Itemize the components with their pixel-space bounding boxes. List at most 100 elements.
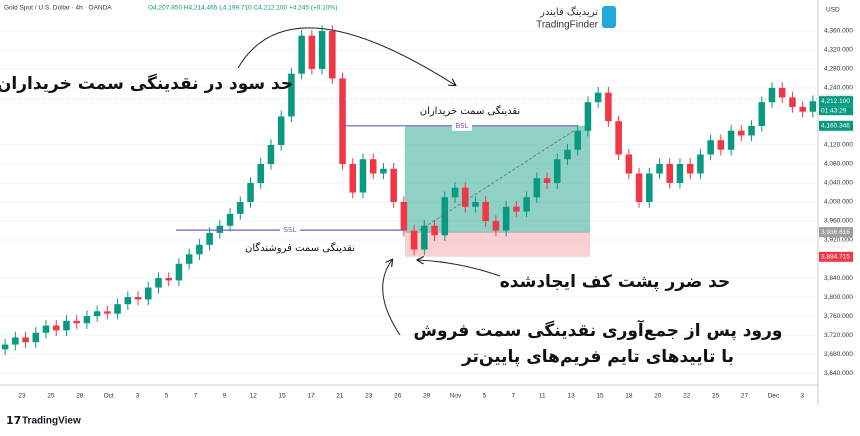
candle-body <box>697 154 704 174</box>
y-tick-label: 3,960.000 <box>824 218 853 225</box>
price-axis-bg <box>818 0 860 436</box>
candle-body <box>226 213 234 226</box>
candle <box>502 201 510 237</box>
candle-body <box>431 225 438 236</box>
candle-body <box>73 320 80 324</box>
logo: تریدینگ فایندر TradingFinder <box>536 6 616 31</box>
y-tick-label: 4,320.000 <box>824 47 853 54</box>
candle-body <box>686 163 694 174</box>
candle <box>574 125 581 156</box>
candle-body <box>451 187 459 198</box>
candle <box>63 315 70 337</box>
candle <box>523 191 530 218</box>
candle-body <box>32 332 40 343</box>
price-tag-label: 4,160.346 <box>821 123 850 130</box>
candle-body <box>666 163 674 183</box>
candle-body <box>635 173 643 203</box>
candle-body <box>155 278 162 288</box>
candle <box>93 305 101 322</box>
candle <box>22 331 29 348</box>
candle-body <box>605 92 612 122</box>
candle-body <box>63 320 70 331</box>
candle <box>134 291 142 306</box>
candle <box>247 177 254 208</box>
candle-body <box>492 221 500 231</box>
candle-body <box>83 316 91 324</box>
candle <box>298 29 305 80</box>
candle <box>451 182 459 203</box>
x-tick-label: 7 <box>194 393 198 400</box>
candle-body <box>502 206 510 231</box>
candle-body <box>42 325 50 333</box>
candle <box>359 153 367 199</box>
candle <box>789 91 796 113</box>
candle <box>513 201 520 218</box>
candle-body <box>738 130 745 136</box>
candle <box>594 86 602 108</box>
candle-body <box>676 163 684 183</box>
candle-body <box>277 116 285 145</box>
candle <box>635 167 643 208</box>
candle <box>564 144 571 165</box>
price-tag <box>819 96 853 107</box>
profit-zone <box>405 125 590 233</box>
candle <box>492 215 500 237</box>
x-tick-label: 29 <box>423 393 431 400</box>
candle <box>738 125 745 142</box>
candle-body <box>390 168 397 203</box>
candle-body <box>165 278 172 281</box>
candle <box>73 315 80 329</box>
candle-body <box>216 225 224 233</box>
x-tick-label: 15 <box>278 393 286 400</box>
candle-body <box>237 202 244 214</box>
candle-body <box>196 244 203 255</box>
price-tag <box>819 251 853 262</box>
candle <box>717 134 725 156</box>
candle <box>472 196 479 213</box>
bsl-label: BSL <box>455 122 468 130</box>
x-tick-label: 13 <box>567 393 575 400</box>
candle-body <box>553 159 561 183</box>
candle <box>707 134 714 161</box>
candle-body <box>707 140 714 155</box>
candle <box>410 224 418 256</box>
platform-icon: 17 <box>6 414 21 427</box>
candle-body <box>400 202 408 231</box>
x-tick-label: 3 <box>800 393 804 400</box>
symbol-title: Gold Spot / U.S. Dollar · 4h · OANDA <box>4 5 112 12</box>
candle <box>482 196 489 227</box>
x-tick-label: 3 <box>136 393 140 400</box>
x-tick-label: Dec <box>768 393 780 400</box>
entry-note-2: با تاییدهای تایم فریم‌های پایین‌تر <box>461 347 734 367</box>
candle <box>206 227 213 251</box>
candle-body <box>768 87 776 103</box>
candle-body <box>615 121 622 155</box>
x-tick-label: 5 <box>483 393 487 400</box>
seller-liquidity: نقدینگی سمت فروشندگان <box>245 242 355 254</box>
candle-body <box>104 311 111 314</box>
candle-body <box>257 163 265 183</box>
candle <box>543 172 551 189</box>
position-tool <box>405 125 590 257</box>
ssl-tag-bg <box>280 225 300 236</box>
candle-body <box>288 73 295 117</box>
candle-body <box>461 187 469 207</box>
grid <box>0 30 818 374</box>
candle <box>329 25 336 85</box>
candle <box>277 110 285 151</box>
candle-body <box>380 168 387 174</box>
candles <box>1 25 817 356</box>
candle-body <box>523 197 530 212</box>
buyer-liquidity: نقدینگی سمت خریداران <box>420 105 521 117</box>
bsl-tag-bg <box>452 120 472 131</box>
take-profit-note: حد سود در نقدینگی سمت خریداران <box>0 73 293 94</box>
logo-en: TradingFinder <box>536 20 599 31</box>
price-tag-label: 3,936.616 <box>821 229 850 236</box>
candle <box>144 281 152 306</box>
candle-body <box>267 144 275 164</box>
candle <box>216 220 224 239</box>
x-tick-label: 25 <box>47 393 55 400</box>
candle-body <box>206 232 213 245</box>
countdown: 01:43:29 <box>821 107 847 114</box>
